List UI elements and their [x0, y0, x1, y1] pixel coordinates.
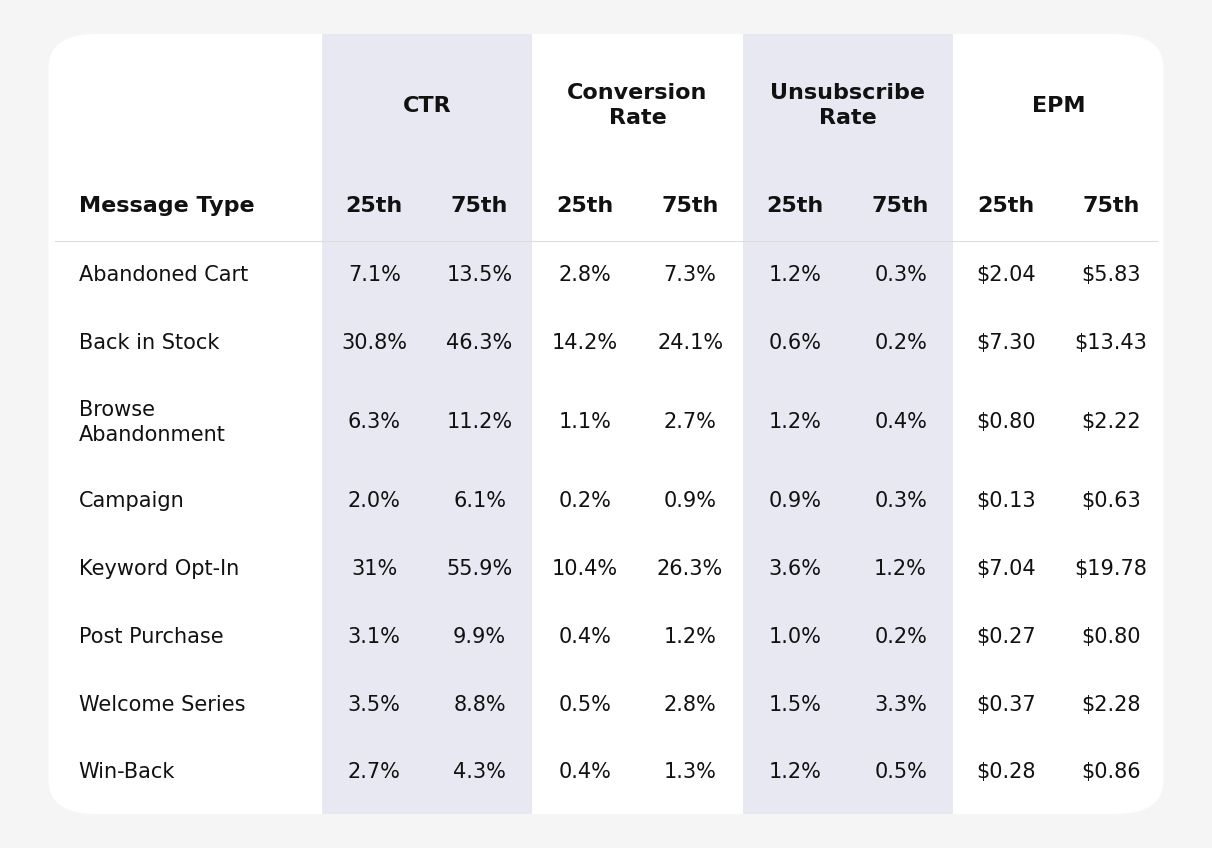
Text: 31%: 31% [351, 559, 398, 579]
FancyBboxPatch shape [321, 34, 532, 814]
Text: 4.3%: 4.3% [453, 762, 505, 783]
Text: 25th: 25th [556, 196, 613, 215]
Text: 0.4%: 0.4% [559, 762, 611, 783]
Text: 26.3%: 26.3% [657, 559, 724, 579]
Text: 1.3%: 1.3% [664, 762, 716, 783]
Text: Welcome Series: Welcome Series [79, 695, 245, 715]
Text: $19.78: $19.78 [1075, 559, 1148, 579]
Text: 25th: 25th [977, 196, 1035, 215]
Text: Win-Back: Win-Back [79, 762, 176, 783]
Text: 3.3%: 3.3% [874, 695, 927, 715]
Text: $7.30: $7.30 [976, 333, 1036, 353]
Text: 9.9%: 9.9% [453, 627, 507, 647]
Text: 6.1%: 6.1% [453, 491, 507, 511]
Text: Abandoned Cart: Abandoned Cart [79, 265, 248, 285]
Text: 75th: 75th [1082, 196, 1139, 215]
Text: 3.6%: 3.6% [768, 559, 822, 579]
Text: $0.28: $0.28 [976, 762, 1035, 783]
Text: EPM: EPM [1031, 96, 1085, 115]
Text: 55.9%: 55.9% [446, 559, 513, 579]
Text: $0.37: $0.37 [976, 695, 1036, 715]
Text: 13.5%: 13.5% [446, 265, 513, 285]
Text: Conversion
Rate: Conversion Rate [567, 83, 708, 128]
Text: 11.2%: 11.2% [446, 412, 513, 432]
Text: 2.7%: 2.7% [664, 412, 716, 432]
Text: Back in Stock: Back in Stock [79, 333, 219, 353]
Text: 30.8%: 30.8% [342, 333, 407, 353]
Text: 0.3%: 0.3% [874, 265, 927, 285]
Text: Campaign: Campaign [79, 491, 184, 511]
Text: 1.2%: 1.2% [874, 559, 927, 579]
Text: 14.2%: 14.2% [551, 333, 618, 353]
Text: $0.13: $0.13 [976, 491, 1036, 511]
Text: $2.28: $2.28 [1081, 695, 1140, 715]
Text: 1.1%: 1.1% [559, 412, 611, 432]
Text: $13.43: $13.43 [1075, 333, 1148, 353]
Text: 2.7%: 2.7% [348, 762, 401, 783]
Text: 25th: 25th [767, 196, 824, 215]
Text: 1.2%: 1.2% [768, 265, 822, 285]
Text: $5.83: $5.83 [1081, 265, 1140, 285]
Text: $2.22: $2.22 [1081, 412, 1140, 432]
Text: 1.2%: 1.2% [768, 412, 822, 432]
Text: 7.3%: 7.3% [664, 265, 716, 285]
Text: $0.86: $0.86 [1081, 762, 1140, 783]
Text: $0.27: $0.27 [976, 627, 1036, 647]
Text: $2.04: $2.04 [976, 265, 1036, 285]
Text: 2.0%: 2.0% [348, 491, 401, 511]
Text: 1.0%: 1.0% [768, 627, 822, 647]
Text: 0.9%: 0.9% [664, 491, 716, 511]
Text: 24.1%: 24.1% [657, 333, 724, 353]
Text: 25th: 25th [345, 196, 402, 215]
Text: 7.1%: 7.1% [348, 265, 401, 285]
Text: Browse
Abandonment: Browse Abandonment [79, 399, 225, 444]
FancyBboxPatch shape [743, 34, 953, 814]
Text: 1.2%: 1.2% [664, 627, 716, 647]
Text: 3.1%: 3.1% [348, 627, 401, 647]
Text: 75th: 75th [662, 196, 719, 215]
Text: 8.8%: 8.8% [453, 695, 505, 715]
Text: 2.8%: 2.8% [664, 695, 716, 715]
Text: 0.4%: 0.4% [874, 412, 927, 432]
Text: 75th: 75th [871, 196, 930, 215]
Text: Unsubscribe
Rate: Unsubscribe Rate [771, 83, 926, 128]
Text: $0.80: $0.80 [1081, 627, 1140, 647]
Text: 0.2%: 0.2% [559, 491, 611, 511]
Text: Keyword Opt-In: Keyword Opt-In [79, 559, 239, 579]
Text: $0.80: $0.80 [976, 412, 1035, 432]
Text: CTR: CTR [402, 96, 451, 115]
Text: 2.8%: 2.8% [559, 265, 611, 285]
Text: Post Purchase: Post Purchase [79, 627, 223, 647]
Text: 0.4%: 0.4% [559, 627, 611, 647]
Text: 0.9%: 0.9% [768, 491, 822, 511]
Text: 0.6%: 0.6% [768, 333, 822, 353]
Text: 46.3%: 46.3% [446, 333, 513, 353]
Text: 3.5%: 3.5% [348, 695, 401, 715]
Text: 0.2%: 0.2% [874, 333, 927, 353]
Text: 1.2%: 1.2% [768, 762, 822, 783]
FancyBboxPatch shape [48, 34, 1164, 814]
Text: 10.4%: 10.4% [551, 559, 618, 579]
Text: $7.04: $7.04 [976, 559, 1036, 579]
Text: 1.5%: 1.5% [768, 695, 822, 715]
Text: 6.3%: 6.3% [348, 412, 401, 432]
Text: 0.5%: 0.5% [559, 695, 611, 715]
Text: Message Type: Message Type [79, 196, 255, 215]
Text: 75th: 75th [451, 196, 508, 215]
Text: 0.3%: 0.3% [874, 491, 927, 511]
Text: 0.2%: 0.2% [874, 627, 927, 647]
Text: 0.5%: 0.5% [874, 762, 927, 783]
Text: $0.63: $0.63 [1081, 491, 1140, 511]
